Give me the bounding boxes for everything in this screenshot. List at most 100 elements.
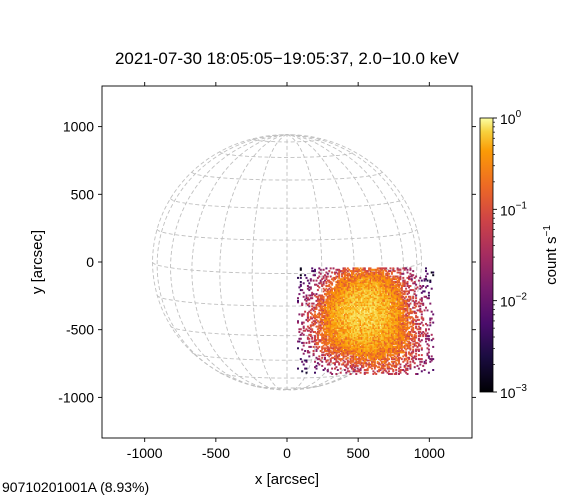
count-pixel: [378, 333, 381, 336]
count-pixel: [366, 305, 369, 308]
count-pixel: [408, 336, 410, 339]
count-pixel: [356, 286, 359, 289]
count-pixel: [314, 336, 316, 339]
count-pixel: [365, 285, 368, 287]
count-pixel: [400, 343, 403, 346]
count-pixel: [318, 363, 321, 366]
count-pixel: [341, 290, 344, 293]
count-pixel: [410, 278, 413, 281]
count-pixel: [351, 294, 353, 297]
count-pixel: [363, 305, 366, 308]
count-pixel: [336, 348, 339, 351]
count-pixel: [371, 367, 373, 370]
count-pixel: [328, 294, 331, 297]
count-pixel: [426, 343, 429, 346]
count-pixel: [336, 325, 339, 328]
count-pixel: [382, 322, 385, 325]
count-pixel: [410, 312, 413, 315]
count-pixel: [432, 313, 435, 316]
count-pixel: [396, 314, 399, 317]
count-pixel: [375, 347, 378, 350]
count-pixel: [366, 352, 369, 355]
count-pixel: [359, 318, 362, 321]
count-pixel: [376, 298, 379, 301]
count-pixel: [388, 332, 390, 335]
count-pixel: [390, 304, 393, 306]
count-pixel: [301, 370, 304, 373]
count-pixel: [393, 281, 396, 283]
count-pixel: [331, 341, 334, 344]
count-pixel: [359, 272, 362, 275]
count-pixel: [335, 305, 338, 308]
count-pixel: [348, 285, 351, 287]
count-pixel: [403, 321, 406, 324]
count-pixel: [371, 360, 373, 363]
count-pixel: [390, 344, 393, 347]
count-pixel: [308, 298, 311, 301]
count-pixel: [336, 340, 339, 343]
count-pixel: [355, 310, 358, 313]
count-pixel: [341, 286, 344, 289]
count-pixel: [408, 356, 410, 359]
count-pixel: [328, 324, 331, 327]
count-pixel: [353, 356, 356, 359]
count-pixel: [380, 279, 383, 282]
count-pixel: [402, 324, 405, 327]
count-pixel: [365, 359, 368, 362]
count-pixel: [395, 305, 398, 308]
count-pixel: [389, 317, 392, 320]
count-pixel: [339, 371, 342, 374]
count-pixel: [426, 354, 429, 357]
count-pixel: [338, 327, 341, 329]
count-pixel: [399, 340, 402, 343]
count-pixel: [390, 348, 393, 351]
count-pixel: [378, 294, 381, 297]
count-pixel: [373, 290, 376, 293]
count-pixel: [312, 354, 315, 357]
count-pixel: [396, 331, 399, 333]
count-pixel: [412, 318, 415, 321]
count-pixel: [371, 322, 373, 325]
count-pixel: [385, 276, 388, 279]
count-pixel: [368, 347, 371, 350]
count-pixel: [389, 310, 392, 313]
count-pixel: [297, 340, 299, 343]
count-pixel: [379, 316, 382, 319]
count-pixel: [376, 320, 379, 323]
count-pixel: [405, 301, 408, 304]
count-pixel: [371, 352, 373, 355]
count-pixel: [388, 321, 390, 324]
count-pixel: [341, 344, 344, 347]
count-pixel: [358, 351, 361, 354]
count-pixel: [348, 317, 351, 320]
count-pixel: [405, 344, 408, 347]
count-pixel: [329, 345, 332, 348]
count-pixel: [341, 317, 344, 320]
count-pixel: [338, 318, 341, 321]
count-pixel: [355, 309, 358, 312]
count-pixel: [398, 308, 400, 310]
count-pixel: [334, 298, 336, 301]
count-pixel: [348, 316, 351, 319]
count-pixel: [383, 285, 386, 287]
count-pixel: [348, 324, 351, 327]
count-pixel: [393, 373, 396, 375]
count-pixel: [366, 345, 369, 348]
count-pixel: [325, 318, 328, 321]
count-pixel: [392, 305, 395, 308]
count-pixel: [362, 298, 365, 301]
count-pixel: [389, 363, 392, 366]
count-pixel: [329, 286, 332, 289]
count-pixel: [402, 369, 405, 371]
count-pixel: [376, 301, 379, 304]
count-pixel: [389, 295, 392, 298]
count-pixel: [373, 337, 376, 340]
count-pixel: [342, 270, 345, 273]
count-pixel: [326, 343, 329, 346]
count-pixel: [368, 276, 371, 279]
count-pixel: [351, 332, 353, 335]
count-pixel: [339, 309, 342, 312]
count-pixel: [378, 317, 381, 320]
count-pixel: [380, 272, 383, 275]
count-pixel: [378, 313, 381, 316]
